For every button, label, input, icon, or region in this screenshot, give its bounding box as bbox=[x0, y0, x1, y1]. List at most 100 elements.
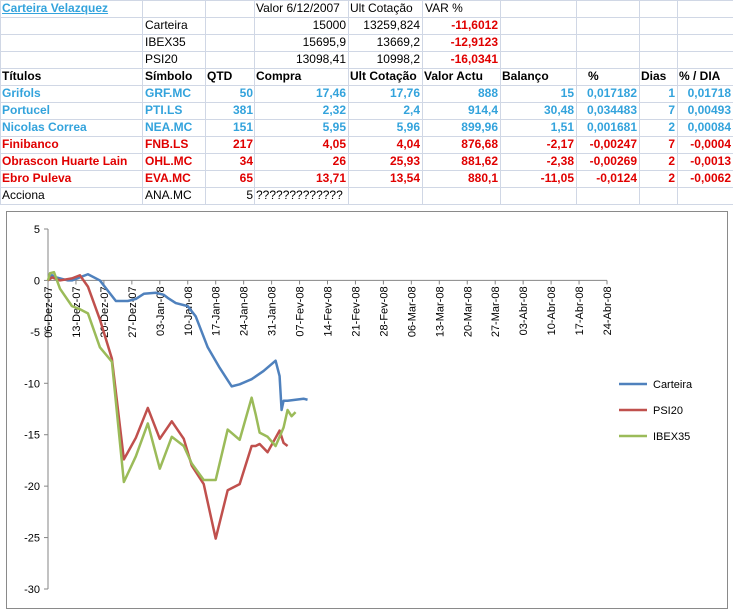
cell-valor[interactable]: 880,1 bbox=[467, 171, 498, 185]
x-tick-label: 31-Jan-08 bbox=[267, 286, 279, 336]
cell-simbolo[interactable]: GRF.MC bbox=[145, 86, 191, 100]
x-tick-label: 27-Dez-07 bbox=[127, 286, 139, 337]
column-header-valor[interactable]: Valor Actu bbox=[424, 69, 483, 83]
summary-ult[interactable]: 13259,824 bbox=[363, 18, 420, 32]
cell-pct[interactable]: 0,017182 bbox=[586, 86, 637, 100]
cell-titulo[interactable]: Ebro Puleva bbox=[2, 171, 72, 185]
cell-valor[interactable]: 876,68 bbox=[461, 137, 498, 151]
cell-titulo[interactable]: Finibanco bbox=[2, 137, 59, 151]
cell-valor[interactable]: 888 bbox=[477, 86, 498, 100]
cell-ult[interactable]: 4,04 bbox=[396, 137, 420, 151]
cell-simbolo[interactable]: OHL.MC bbox=[145, 154, 193, 168]
cell-simbolo[interactable]: EVA.MC bbox=[145, 171, 191, 185]
cell-dias[interactable]: 2 bbox=[668, 154, 675, 168]
y-tick-label: -10 bbox=[24, 378, 40, 390]
legend-label: Carteira bbox=[653, 379, 693, 391]
cell-pctdia[interactable]: -0,0004 bbox=[690, 137, 731, 151]
cell-compra[interactable]: 4,05 bbox=[322, 137, 346, 151]
summary-header-valor[interactable]: Valor 6/12/2007 bbox=[256, 1, 340, 15]
line-chart[interactable]: 5 0 -5 -10 -15 -20 -25 -30 06-Dez-07 13-Dez-07 20-… bbox=[6, 211, 728, 609]
cell-compra[interactable]: 2,32 bbox=[322, 103, 346, 117]
x-tick-label: 07-Fev-08 bbox=[295, 286, 307, 336]
cell-dias[interactable]: 7 bbox=[668, 103, 675, 117]
cell-pctdia[interactable]: 0,00084 bbox=[687, 120, 731, 134]
cell-simbolo[interactable]: ANA.MC bbox=[145, 188, 192, 202]
cell-balanco[interactable]: -11,05 bbox=[540, 171, 574, 185]
cell-ult[interactable]: 13,54 bbox=[389, 171, 420, 185]
cell-compra[interactable]: 26 bbox=[332, 154, 346, 168]
cell-dias[interactable]: 2 bbox=[668, 120, 675, 134]
column-header-compra[interactable]: Compra bbox=[256, 69, 302, 83]
cell-ult[interactable]: 5,96 bbox=[396, 120, 420, 134]
summary-name[interactable]: PSI20 bbox=[145, 52, 178, 66]
chart-svg: 5 0 -5 -10 -15 -20 -25 -30 06-Dez-07 13-Dez-07 20-… bbox=[24, 224, 693, 596]
cell-ult[interactable]: 25,93 bbox=[389, 154, 420, 168]
column-header-simbolo[interactable]: Símbolo bbox=[145, 69, 193, 83]
cell-compra[interactable]: ????????????? bbox=[256, 188, 343, 202]
summary-var[interactable]: -11,6012 bbox=[451, 18, 498, 32]
cell-qtd[interactable]: 5 bbox=[246, 188, 253, 202]
cell-dias[interactable]: 7 bbox=[668, 137, 675, 151]
sheet-title-cell[interactable]: Carteira Velazquez bbox=[2, 1, 109, 15]
summary-ult[interactable]: 10998,2 bbox=[376, 52, 420, 66]
cell-simbolo[interactable]: PTI.LS bbox=[145, 103, 183, 117]
cell-compra[interactable]: 13,71 bbox=[315, 171, 346, 185]
y-tick-label: -20 bbox=[24, 481, 40, 493]
cell-balanco[interactable]: 1,51 bbox=[550, 120, 574, 134]
summary-var[interactable]: -16,0341 bbox=[450, 52, 498, 66]
y-tick-label: -15 bbox=[24, 430, 40, 442]
cell-dias[interactable]: 2 bbox=[668, 171, 675, 185]
column-header-pct[interactable]: % bbox=[588, 69, 599, 83]
cell-simbolo[interactable]: FNB.LS bbox=[145, 137, 189, 151]
summary-header-ult[interactable]: Ult Cotação bbox=[350, 1, 413, 15]
cell-titulo[interactable]: Obrascon Huarte Lain bbox=[2, 154, 128, 168]
cell-pct[interactable]: -0,0124 bbox=[596, 171, 637, 185]
cell-ult[interactable]: 17,76 bbox=[389, 86, 420, 100]
cell-titulo[interactable]: Portucel bbox=[2, 103, 51, 117]
cell-simbolo[interactable]: NEA.MC bbox=[145, 120, 193, 134]
cell-pct[interactable]: -0,00247 bbox=[589, 137, 637, 151]
cell-compra[interactable]: 5,95 bbox=[322, 120, 346, 134]
cell-qtd[interactable]: 34 bbox=[239, 154, 253, 168]
column-header-pctdia[interactable]: % / DIA bbox=[679, 69, 721, 83]
cell-pctdia[interactable]: 0,00493 bbox=[687, 103, 731, 117]
cell-dias[interactable]: 1 bbox=[668, 86, 675, 100]
x-tick-label: 10-Jan-08 bbox=[183, 286, 195, 336]
summary-valor[interactable]: 15000 bbox=[312, 18, 346, 32]
cell-qtd[interactable]: 65 bbox=[239, 171, 253, 185]
cell-qtd[interactable]: 50 bbox=[239, 86, 253, 100]
cell-titulo[interactable]: Acciona bbox=[2, 188, 45, 202]
summary-name[interactable]: IBEX35 bbox=[145, 35, 186, 49]
cell-pctdia[interactable]: -0,0013 bbox=[690, 154, 731, 168]
cell-titulo[interactable]: Grifols bbox=[2, 86, 41, 100]
cell-balanco[interactable]: 15 bbox=[560, 86, 574, 100]
column-header-dias[interactable]: Dias bbox=[641, 69, 667, 83]
summary-name[interactable]: Carteira bbox=[145, 18, 188, 32]
cell-pct[interactable]: 0,034483 bbox=[586, 103, 637, 117]
cell-pct[interactable]: -0,00269 bbox=[589, 154, 637, 168]
cell-qtd[interactable]: 217 bbox=[232, 137, 253, 151]
summary-valor[interactable]: 15695,9 bbox=[302, 35, 346, 49]
summary-ult[interactable]: 13669,2 bbox=[376, 35, 420, 49]
summary-var[interactable]: -12,9123 bbox=[450, 35, 498, 49]
cell-valor[interactable]: 914,4 bbox=[467, 103, 498, 117]
cell-compra[interactable]: 17,46 bbox=[315, 86, 346, 100]
cell-ult[interactable]: 2,4 bbox=[403, 103, 420, 117]
cell-pctdia[interactable]: 0,01718 bbox=[687, 86, 731, 100]
column-header-ult[interactable]: Ult Cotação bbox=[350, 69, 417, 83]
cell-valor[interactable]: 899,96 bbox=[461, 120, 498, 134]
cell-pct[interactable]: 0,001681 bbox=[586, 120, 637, 134]
summary-valor[interactable]: 13098,41 bbox=[295, 52, 346, 66]
column-header-balanco[interactable]: Balanço bbox=[502, 69, 549, 83]
column-header-titulos[interactable]: Títulos bbox=[2, 69, 42, 83]
cell-pctdia[interactable]: -0,0062 bbox=[690, 171, 731, 185]
cell-qtd[interactable]: 381 bbox=[232, 103, 253, 117]
cell-titulo[interactable]: Nicolas Correa bbox=[2, 120, 87, 134]
summary-header-var[interactable]: VAR % bbox=[425, 1, 463, 15]
cell-balanco[interactable]: -2,17 bbox=[546, 137, 574, 151]
cell-balanco[interactable]: -2,38 bbox=[546, 154, 574, 168]
column-header-qtd[interactable]: QTD bbox=[207, 69, 233, 83]
cell-qtd[interactable]: 151 bbox=[232, 120, 253, 134]
cell-balanco[interactable]: 30,48 bbox=[543, 103, 574, 117]
cell-valor[interactable]: 881,62 bbox=[461, 154, 498, 168]
